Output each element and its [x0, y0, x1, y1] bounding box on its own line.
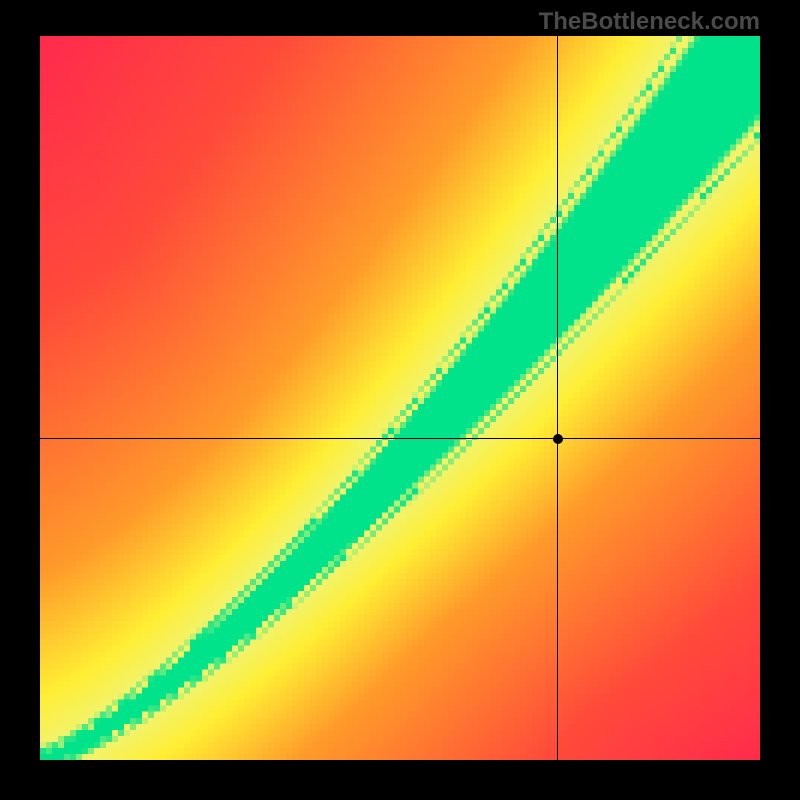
crosshair-vertical [557, 36, 558, 760]
crosshair-marker [553, 434, 563, 444]
plot-area [40, 36, 760, 760]
watermark-text: TheBottleneck.com [539, 8, 760, 36]
crosshair-horizontal [40, 438, 760, 439]
figure-frame: TheBottleneck.com [0, 0, 800, 800]
heatmap-canvas [40, 36, 760, 760]
